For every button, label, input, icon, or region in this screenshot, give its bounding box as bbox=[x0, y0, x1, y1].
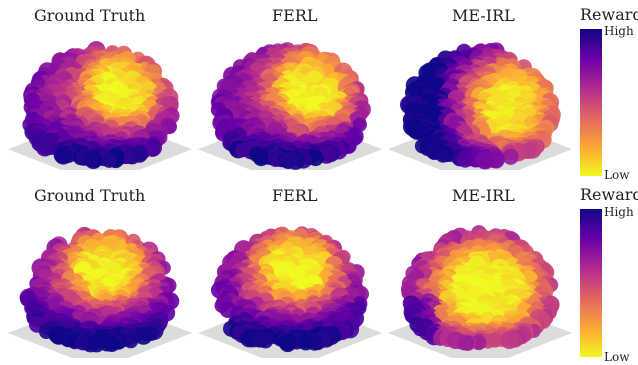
colorbar-row1 bbox=[580, 29, 602, 176]
reward-point bbox=[83, 152, 99, 168]
colorbar-high-label-row2: High bbox=[604, 205, 634, 219]
reward-point bbox=[435, 147, 451, 163]
reward-point bbox=[54, 146, 73, 165]
panel-title-ferl-row1: FERL bbox=[272, 6, 318, 25]
reward-sphere-ferl-row2 bbox=[198, 226, 382, 358]
panel-title-ground-truth-row2: Ground Truth bbox=[34, 186, 146, 205]
reward-sphere-ground-truth-row1 bbox=[8, 41, 192, 170]
reward-point bbox=[457, 151, 474, 168]
reward-point bbox=[134, 327, 153, 345]
panel-title-ferl-row2: FERL bbox=[272, 186, 318, 205]
reward-point bbox=[99, 335, 115, 352]
colorbar-row2 bbox=[580, 209, 602, 357]
reward-point bbox=[123, 333, 139, 349]
reward-sphere-ferl-row1 bbox=[198, 42, 382, 170]
colorbar-low-label-row1: Low bbox=[604, 168, 630, 182]
reward-sphere-meirl-row2 bbox=[388, 225, 572, 358]
panel-title-ground-truth-row1: Ground Truth bbox=[34, 6, 146, 25]
panel-title-meirl-row2: ME-IRL bbox=[452, 186, 515, 205]
colorbar-high-label-row1: High bbox=[604, 24, 634, 38]
colorbar-title-row1: Reward bbox=[580, 5, 638, 24]
panel-title-meirl-row1: ME-IRL bbox=[452, 6, 515, 25]
reward-sphere-meirl-row1 bbox=[388, 42, 572, 170]
reward-point bbox=[101, 152, 117, 168]
reward-point bbox=[252, 149, 270, 167]
reward-point bbox=[502, 148, 519, 165]
reward-point bbox=[35, 138, 54, 157]
reward-point bbox=[279, 152, 297, 169]
colorbar-title-row2: Reward bbox=[580, 185, 638, 204]
reward-point bbox=[475, 150, 495, 170]
reward-point bbox=[257, 332, 274, 349]
reward-point bbox=[279, 334, 297, 353]
reward-point bbox=[500, 331, 519, 349]
colorbar-low-label-row2: Low bbox=[604, 350, 630, 364]
reward-point bbox=[298, 335, 314, 351]
reward-point bbox=[457, 336, 472, 351]
reward-sphere-ground-truth-row2 bbox=[8, 226, 192, 358]
